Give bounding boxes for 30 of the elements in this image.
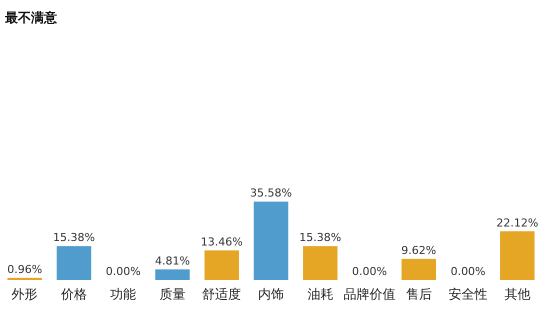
x-tick-label: 舒适度 — [202, 286, 242, 302]
x-tick-label: 质量 — [159, 288, 186, 302]
data-label: 0.00% — [450, 265, 486, 278]
x-tick-label: 售后 — [406, 288, 432, 302]
bar — [402, 258, 436, 280]
data-label: 13.46% — [200, 235, 243, 248]
chart-title: 最不满意 — [4, 10, 58, 26]
x-tick-label: 安全性 — [448, 286, 488, 302]
data-label: 9.62% — [401, 244, 436, 257]
data-label: 22.12% — [496, 216, 538, 230]
data-label: 35.58% — [250, 186, 292, 200]
x-tick-label: 品牌价值 — [344, 288, 396, 302]
x-tick-label: 油耗 — [307, 288, 334, 302]
x-tick-label: 其他 — [504, 288, 530, 302]
data-label: 15.38% — [52, 231, 95, 244]
bar — [155, 269, 190, 280]
x-tick-label: 功能 — [110, 288, 136, 302]
data-label: 15.38% — [299, 231, 342, 244]
x-tick-label: 内饰 — [258, 288, 284, 302]
bar — [204, 250, 239, 280]
data-label: 0.00% — [106, 265, 141, 278]
bar — [500, 231, 535, 280]
bar — [254, 202, 288, 280]
bar — [56, 246, 92, 280]
data-label: 4.81% — [155, 254, 190, 268]
bar — [303, 246, 338, 280]
x-tick-label: 价格 — [60, 288, 87, 302]
data-label: 0.96% — [7, 262, 42, 276]
x-tick-label: 外形 — [12, 288, 38, 302]
data-label: 0.00% — [352, 265, 387, 278]
